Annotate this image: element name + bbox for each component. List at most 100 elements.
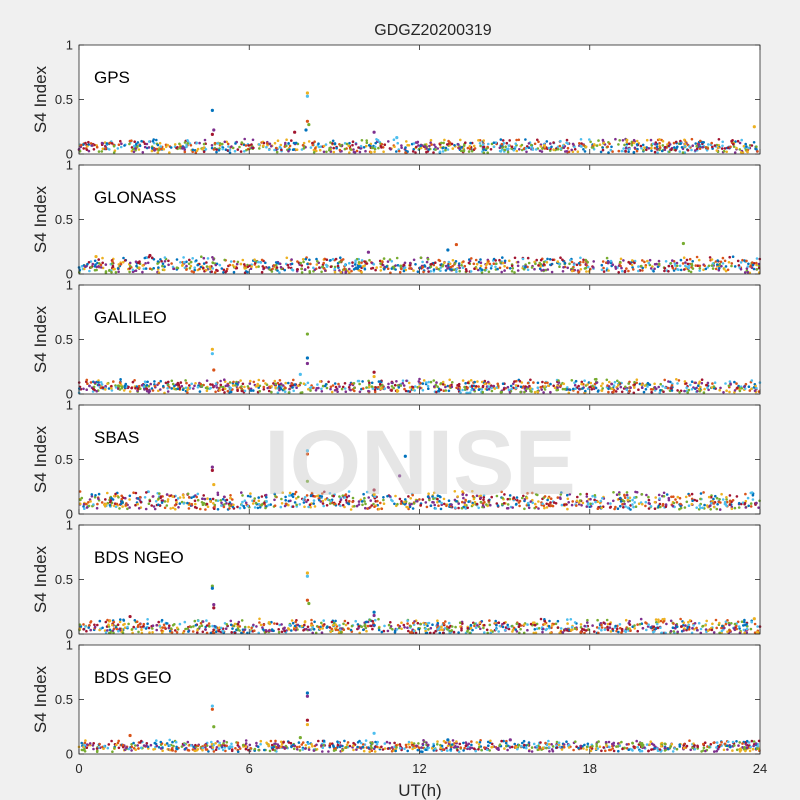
data-point bbox=[539, 617, 543, 621]
data-point bbox=[617, 143, 620, 146]
data-point bbox=[106, 382, 109, 386]
data-point bbox=[503, 269, 506, 272]
data-point bbox=[295, 268, 299, 271]
data-point bbox=[206, 257, 210, 260]
data-point bbox=[591, 146, 595, 149]
data-point bbox=[507, 144, 511, 147]
data-point bbox=[163, 626, 167, 629]
data-point bbox=[343, 263, 347, 267]
data-point bbox=[619, 500, 623, 503]
data-point bbox=[168, 624, 171, 627]
data-point bbox=[751, 263, 755, 267]
data-point bbox=[188, 384, 191, 387]
data-point bbox=[276, 269, 279, 272]
y-axis-label: S4 Index bbox=[31, 65, 50, 133]
data-point bbox=[723, 147, 727, 150]
data-point bbox=[586, 265, 590, 269]
data-point bbox=[266, 386, 270, 390]
data-point bbox=[138, 266, 141, 270]
data-point bbox=[243, 628, 247, 632]
data-point bbox=[190, 502, 194, 506]
data-point bbox=[625, 493, 629, 497]
data-point bbox=[696, 628, 699, 632]
data-point bbox=[431, 623, 434, 626]
data-point bbox=[441, 628, 444, 632]
data-point bbox=[606, 628, 610, 632]
data-point bbox=[637, 502, 641, 506]
data-point bbox=[215, 150, 218, 154]
spike-point bbox=[210, 347, 214, 351]
data-point bbox=[545, 261, 549, 264]
data-point bbox=[536, 138, 539, 142]
data-point bbox=[694, 142, 697, 145]
data-point bbox=[450, 385, 454, 389]
data-point bbox=[561, 144, 565, 147]
data-point bbox=[244, 739, 248, 742]
data-point bbox=[302, 629, 305, 632]
data-point bbox=[404, 389, 408, 393]
data-point bbox=[348, 383, 352, 387]
data-point bbox=[243, 499, 247, 503]
data-point bbox=[733, 622, 737, 626]
data-point bbox=[353, 263, 357, 266]
data-point bbox=[524, 138, 527, 141]
data-point bbox=[358, 382, 361, 386]
data-point bbox=[531, 621, 535, 624]
data-point bbox=[416, 141, 419, 144]
data-point bbox=[502, 388, 506, 391]
data-point bbox=[686, 262, 690, 266]
data-point bbox=[219, 626, 223, 630]
data-point bbox=[690, 137, 694, 141]
data-point bbox=[185, 264, 188, 268]
data-point bbox=[693, 622, 697, 625]
data-point bbox=[181, 263, 184, 267]
data-point bbox=[679, 268, 683, 272]
data-point bbox=[219, 383, 223, 387]
data-point bbox=[531, 501, 534, 505]
data-point bbox=[653, 382, 656, 386]
data-point bbox=[378, 382, 382, 386]
data-point bbox=[726, 146, 730, 149]
data-point bbox=[348, 388, 352, 391]
data-point bbox=[333, 267, 337, 271]
data-point bbox=[144, 262, 147, 265]
data-point bbox=[625, 138, 629, 142]
data-point bbox=[97, 150, 101, 153]
data-point bbox=[110, 389, 114, 392]
data-point bbox=[611, 263, 615, 267]
data-point bbox=[544, 628, 548, 632]
data-point bbox=[328, 148, 331, 152]
data-point bbox=[461, 379, 465, 382]
data-point bbox=[356, 267, 360, 270]
data-point bbox=[252, 380, 256, 384]
data-point bbox=[698, 267, 702, 270]
data-point bbox=[615, 493, 619, 497]
data-point bbox=[412, 142, 416, 145]
data-point bbox=[714, 618, 718, 622]
data-point bbox=[104, 631, 108, 634]
data-point bbox=[312, 628, 316, 631]
data-point bbox=[635, 139, 639, 143]
data-point bbox=[316, 383, 319, 386]
data-point bbox=[211, 624, 214, 628]
data-point bbox=[742, 628, 746, 632]
data-point bbox=[280, 623, 283, 626]
data-point bbox=[160, 260, 163, 263]
data-point bbox=[460, 146, 463, 149]
data-point bbox=[111, 629, 115, 632]
data-point bbox=[739, 267, 743, 271]
data-point bbox=[315, 263, 319, 266]
data-point bbox=[479, 267, 482, 270]
data-point bbox=[140, 383, 144, 387]
data-point bbox=[371, 387, 375, 390]
data-point bbox=[601, 387, 604, 390]
data-point bbox=[479, 627, 482, 631]
data-point bbox=[675, 264, 679, 268]
data-point bbox=[721, 144, 724, 148]
data-point bbox=[270, 270, 274, 273]
data-point bbox=[477, 385, 480, 388]
data-point bbox=[205, 502, 209, 506]
data-point bbox=[249, 267, 253, 271]
data-point bbox=[176, 497, 180, 500]
data-point bbox=[343, 382, 347, 385]
